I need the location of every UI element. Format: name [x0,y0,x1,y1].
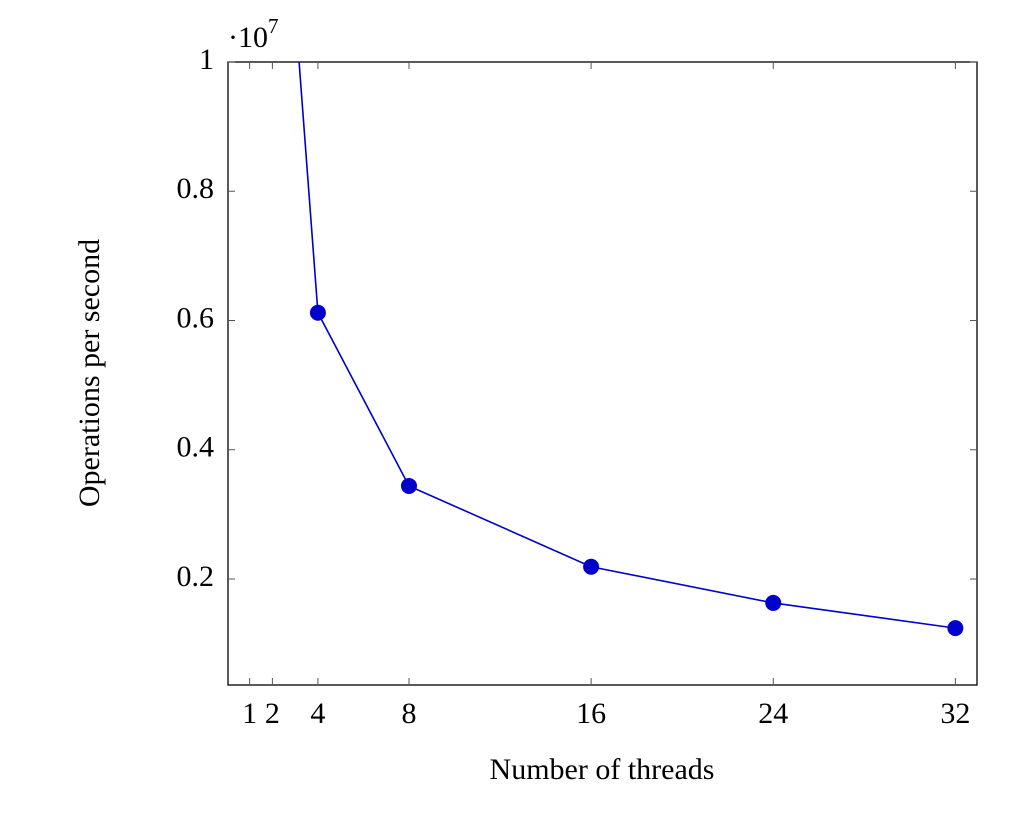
y-scale-label: ·107 [228,14,279,54]
line [298,62,956,629]
x-axis-label: Number of threads [490,753,715,786]
x-tick-label: 16 [576,697,606,730]
x-tick-label: 1 [242,697,257,730]
y-axis-label: Operations per second [73,239,106,507]
series [298,62,964,637]
x-tick-label: 24 [758,697,788,730]
x-tick-label: 32 [940,697,970,730]
point [583,558,600,575]
point [400,477,417,494]
y-tick-label: 0.6 [177,301,215,334]
y-scale-exponent: 7 [268,14,279,38]
y-scale-base: ·10 [228,21,268,54]
point [765,594,782,611]
y-tick-label: 0.2 [177,560,215,593]
y-tick-label: 0.8 [177,172,215,205]
plot-frame [227,61,978,686]
x-tick-label: 2 [265,697,280,730]
x-tick-label: 4 [310,697,325,730]
y-tick-label: 1 [199,43,214,76]
point [947,620,964,637]
y-tick-label: 0.4 [177,431,215,464]
point [309,304,326,321]
x-tick-label: 8 [401,697,416,730]
